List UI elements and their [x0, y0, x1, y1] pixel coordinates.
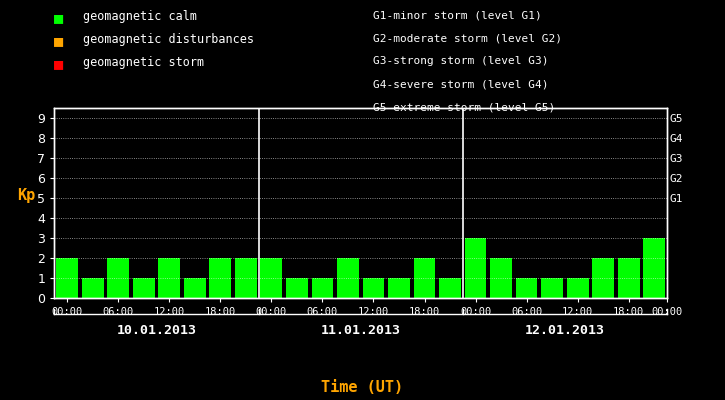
Bar: [57, 258, 78, 298]
Bar: [542, 278, 563, 298]
Bar: [82, 278, 104, 298]
Text: G5-extreme storm (level G5): G5-extreme storm (level G5): [373, 103, 555, 113]
Text: G4-severe storm (level G4): G4-severe storm (level G4): [373, 80, 549, 90]
Bar: [388, 278, 410, 298]
Bar: [133, 278, 154, 298]
Bar: [210, 258, 231, 298]
Text: 10.01.2013: 10.01.2013: [117, 324, 196, 336]
Bar: [235, 258, 257, 298]
Bar: [490, 258, 512, 298]
Bar: [515, 278, 537, 298]
Bar: [362, 278, 384, 298]
Bar: [260, 258, 282, 298]
Text: geomagnetic calm: geomagnetic calm: [83, 10, 197, 23]
Bar: [592, 258, 614, 298]
Text: geomagnetic storm: geomagnetic storm: [83, 56, 204, 69]
Bar: [312, 278, 334, 298]
Bar: [567, 278, 589, 298]
Text: 12.01.2013: 12.01.2013: [525, 324, 605, 336]
Text: ■: ■: [54, 56, 64, 71]
Bar: [618, 258, 639, 298]
Bar: [337, 258, 359, 298]
Bar: [439, 278, 461, 298]
Text: G1-minor storm (level G1): G1-minor storm (level G1): [373, 10, 542, 20]
Text: geomagnetic disturbances: geomagnetic disturbances: [83, 33, 254, 46]
Text: ■: ■: [54, 10, 64, 25]
Bar: [643, 238, 665, 298]
Text: 11.01.2013: 11.01.2013: [320, 324, 401, 336]
Bar: [184, 278, 206, 298]
Text: Time (UT): Time (UT): [321, 380, 404, 396]
Text: G2-moderate storm (level G2): G2-moderate storm (level G2): [373, 33, 563, 43]
Text: G3-strong storm (level G3): G3-strong storm (level G3): [373, 56, 549, 66]
Bar: [414, 258, 435, 298]
Text: ■: ■: [54, 33, 64, 48]
Bar: [465, 238, 486, 298]
Y-axis label: Kp: Kp: [17, 188, 36, 203]
Bar: [286, 278, 307, 298]
Bar: [107, 258, 129, 298]
Bar: [158, 258, 180, 298]
